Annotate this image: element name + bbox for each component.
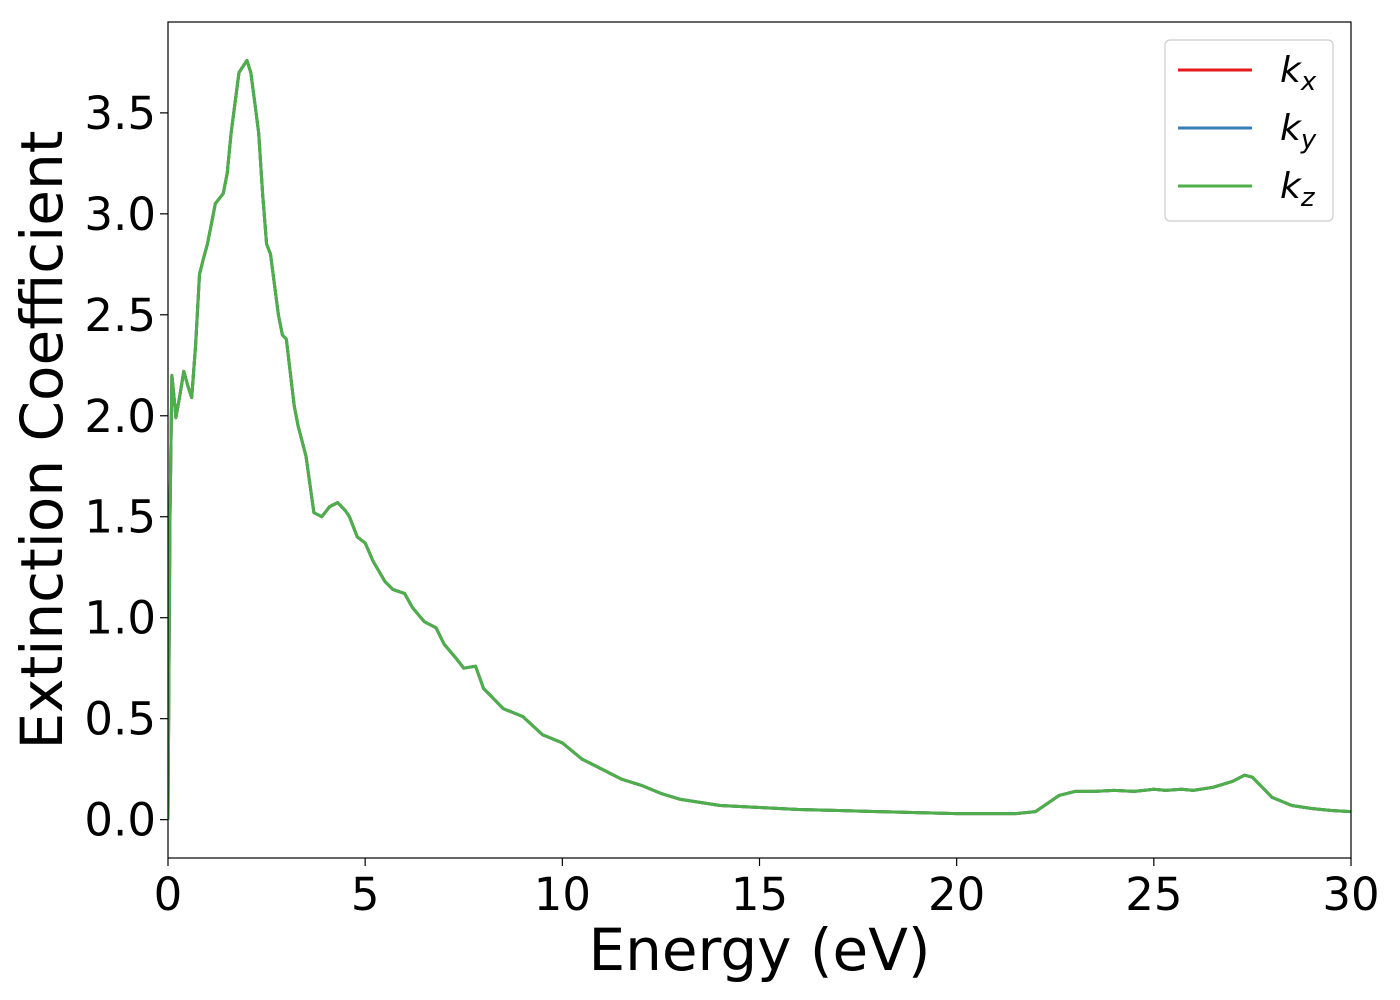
x-tick-label: 0 xyxy=(154,868,183,921)
y-tick-label: 1.5 xyxy=(84,491,156,544)
x-tick-label: 10 xyxy=(534,868,591,921)
y-tick-label: 0.0 xyxy=(84,794,156,847)
y-tick-label: 3.0 xyxy=(84,188,156,241)
x-tick-label: 30 xyxy=(1322,868,1379,921)
x-axis-ticks: 0 5 10 15 20 25 30 xyxy=(154,858,1380,921)
x-tick-label: 15 xyxy=(731,868,788,921)
x-axis-label: Energy (eV) xyxy=(588,916,930,984)
series-group xyxy=(168,58,1351,820)
x-tick-label: 5 xyxy=(351,868,380,921)
y-tick-label: 2.0 xyxy=(84,390,156,443)
y-axis-label: Extinction Coefficient xyxy=(8,131,76,750)
series-line-kz xyxy=(168,58,1351,820)
legend-entry: kx xyxy=(1178,50,1317,97)
x-tick-label: 20 xyxy=(928,868,985,921)
y-tick-label: 2.5 xyxy=(84,289,156,342)
y-tick-label: 1.0 xyxy=(84,592,156,645)
y-axis-ticks: 0.0 0.5 1.0 1.5 2.0 2.5 3.0 3.5 xyxy=(84,87,168,847)
y-tick-label: 3.5 xyxy=(84,87,156,140)
y-tick-label: 0.5 xyxy=(84,693,156,746)
x-tick-label: 25 xyxy=(1125,868,1182,921)
legend-box xyxy=(1164,39,1334,222)
